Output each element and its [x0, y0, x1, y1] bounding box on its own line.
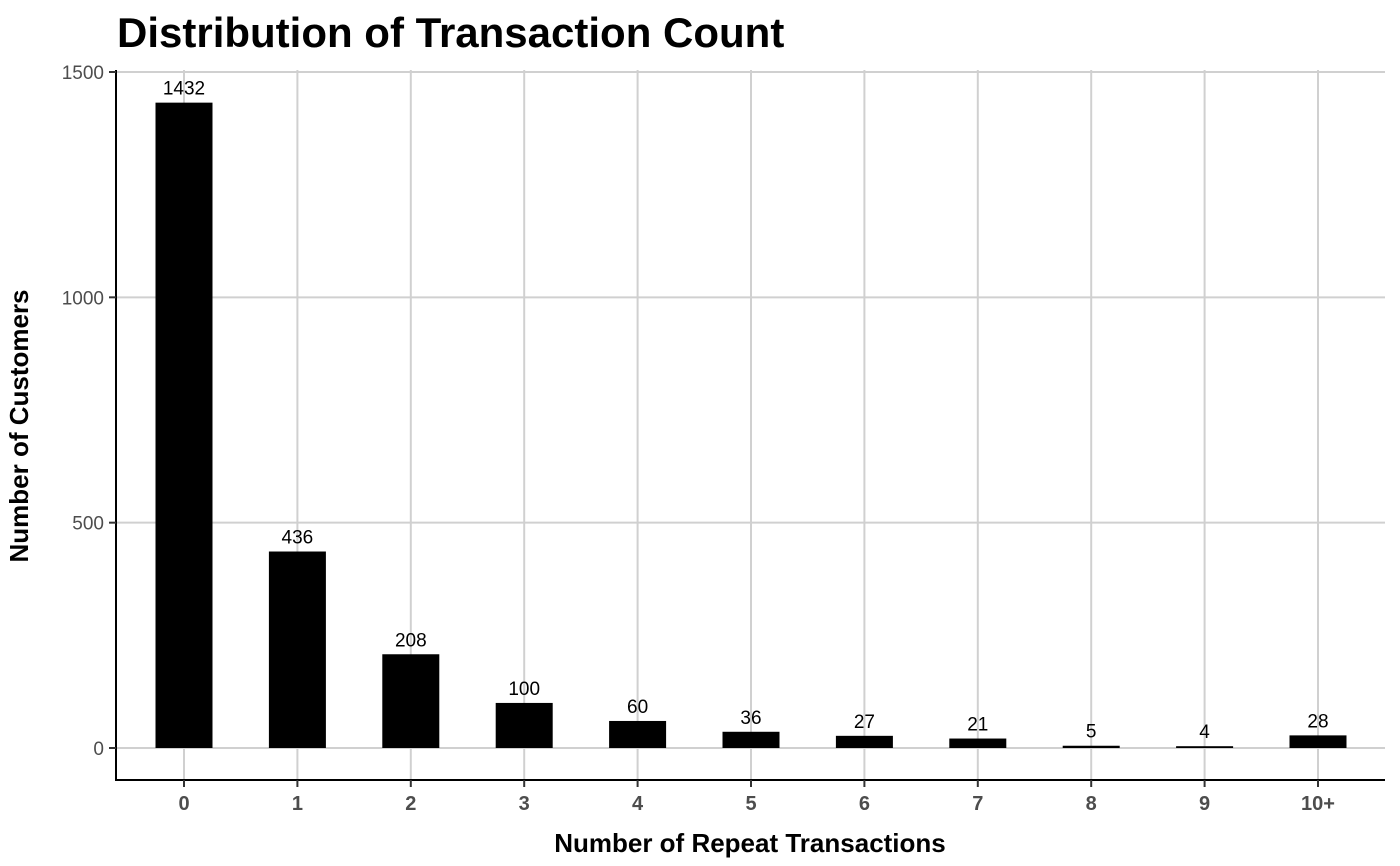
bar	[268, 551, 326, 748]
bar	[722, 731, 780, 748]
data-label: 27	[854, 712, 875, 733]
data-label: 36	[740, 708, 761, 729]
y-tick-label: 1000	[62, 288, 104, 309]
x-tick-label: 7	[972, 793, 983, 815]
bar	[835, 735, 893, 748]
bar	[155, 102, 213, 749]
axes: 0 500 1000 1500 0 1 2 3 4 5 6 7 8 9 10+	[62, 63, 1385, 815]
bar	[1176, 746, 1234, 748]
chart-title: Distribution of Transaction Count	[117, 9, 784, 56]
data-labels: 1432 436 208 100 60 36 27 21 5 4 28	[163, 79, 1329, 744]
data-label: 100	[508, 679, 540, 700]
x-tick-label: 3	[519, 793, 530, 815]
x-axis-title: Number of Repeat Transactions	[554, 828, 946, 858]
bar	[495, 702, 553, 748]
bar	[609, 720, 667, 748]
bar	[949, 738, 1007, 748]
data-label: 60	[627, 697, 648, 718]
data-label: 1432	[163, 79, 205, 100]
bar	[382, 654, 440, 748]
x-tick-label: 5	[745, 793, 756, 815]
bar	[1062, 745, 1120, 748]
y-tick-label: 0	[93, 739, 104, 760]
bars	[155, 102, 1347, 749]
x-tick-label: 6	[859, 793, 870, 815]
bar	[1289, 735, 1347, 748]
y-axis-title: Number of Customers	[4, 289, 34, 562]
data-label: 5	[1086, 722, 1097, 743]
data-label: 436	[282, 528, 314, 549]
x-tick-label: 10+	[1301, 793, 1335, 815]
data-label: 21	[967, 715, 988, 736]
y-tick-label: 500	[72, 514, 104, 535]
data-label: 208	[395, 630, 427, 651]
x-tick-label: 0	[178, 793, 189, 815]
x-tick-label: 2	[405, 793, 416, 815]
x-tick-label: 4	[632, 793, 644, 815]
data-label: 28	[1307, 711, 1328, 732]
x-tick-label: 1	[292, 793, 303, 815]
x-tick-label: 8	[1086, 793, 1097, 815]
grid	[116, 70, 1385, 780]
data-label: 4	[1199, 722, 1210, 743]
y-tick-label: 1500	[62, 63, 104, 84]
x-tick-label: 9	[1199, 793, 1210, 815]
